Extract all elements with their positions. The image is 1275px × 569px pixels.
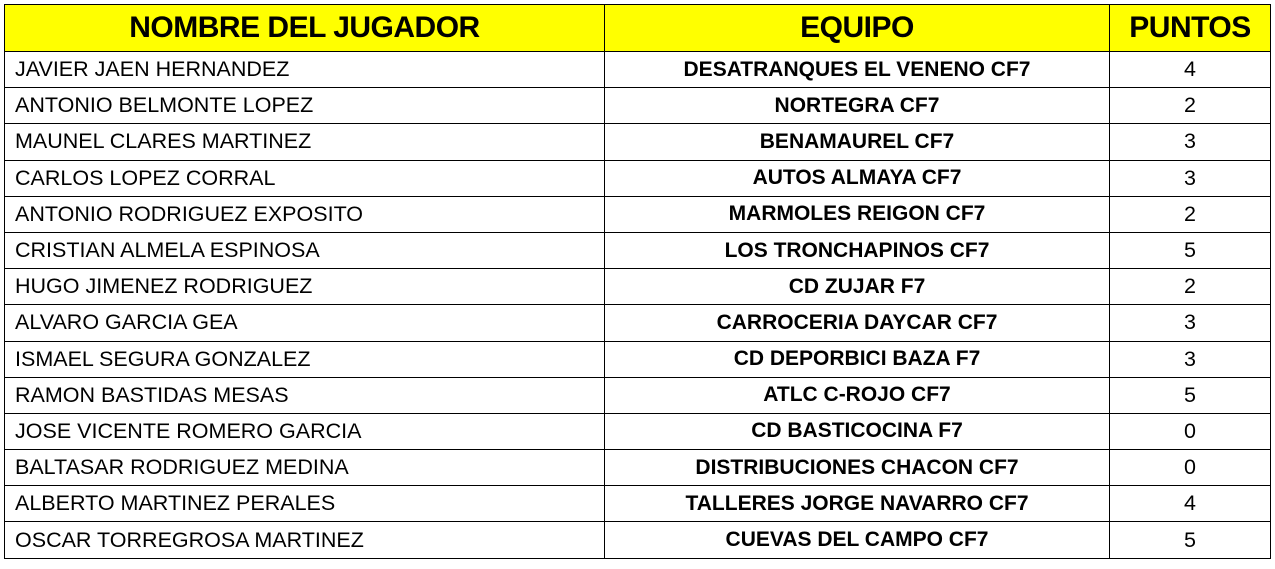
points-cell: 2 (1109, 268, 1271, 306)
table-row: HUGO JIMENEZ RODRIGUEZ CD ZUJAR F7 2 (4, 268, 1271, 306)
player-cell: ALVARO GARCIA GEA (4, 304, 605, 342)
header-points: PUNTOS (1109, 4, 1271, 52)
team-cell: MARMOLES REIGON CF7 (604, 195, 1110, 233)
team-cell: CD DEPORBICI BAZA F7 (604, 340, 1110, 378)
table-row: ALBERTO MARTINEZ PERALES TALLERES JORGE N… (4, 485, 1271, 523)
team-cell: ATLC C-ROJO CF7 (604, 376, 1110, 414)
points-cell: 4 (1109, 485, 1271, 523)
table-row: BALTASAR RODRIGUEZ MEDINA DISTRIBUCIONES … (4, 449, 1271, 487)
player-cell: JAVIER JAEN HERNANDEZ (4, 50, 605, 89)
team-cell: DESATRANQUES EL VENENO CF7 (604, 50, 1110, 89)
player-cell: OSCAR TORREGROSA MARTINEZ (4, 521, 605, 559)
points-cell: 3 (1109, 123, 1271, 161)
scorers-table: NOMBRE DEL JUGADOR EQUIPO PUNTOS JAVIER … (4, 4, 1271, 559)
points-cell: 0 (1109, 412, 1271, 451)
points-cell: 3 (1109, 304, 1271, 342)
points-cell: 5 (1109, 231, 1271, 270)
team-cell: AUTOS ALMAYA CF7 (604, 159, 1110, 197)
player-cell: ALBERTO MARTINEZ PERALES (4, 485, 605, 523)
table-row: JAVIER JAEN HERNANDEZ DESATRANQUES EL VEN… (4, 50, 1271, 89)
player-cell: ANTONIO BELMONTE LOPEZ (4, 87, 605, 125)
team-cell: TALLERES JORGE NAVARRO CF7 (604, 485, 1110, 523)
player-cell: JOSE VICENTE ROMERO GARCIA (4, 412, 605, 451)
header-player: NOMBRE DEL JUGADOR (4, 4, 605, 52)
team-cell: CARROCERIA DAYCAR CF7 (604, 304, 1110, 342)
player-cell: MAUNEL CLARES MARTINEZ (4, 123, 605, 161)
player-cell: RAMON BASTIDAS MESAS (4, 376, 605, 414)
table-row: ALVARO GARCIA GEA CARROCERIA DAYCAR CF7 3 (4, 304, 1271, 342)
header-team: EQUIPO (604, 4, 1110, 52)
points-cell: 4 (1109, 50, 1271, 89)
points-cell: 2 (1109, 195, 1271, 233)
table-row: ANTONIO RODRIGUEZ EXPOSITO MARMOLES REIGO… (4, 195, 1271, 233)
player-cell: CRISTIAN ALMELA ESPINOSA (4, 231, 605, 270)
table-row: OSCAR TORREGROSA MARTINEZ CUEVAS DEL CAMP… (4, 521, 1271, 559)
points-cell: 3 (1109, 159, 1271, 197)
player-cell: CARLOS LOPEZ CORRAL (4, 159, 605, 197)
points-cell: 2 (1109, 87, 1271, 125)
team-cell: CD BASTICOCINA F7 (604, 412, 1110, 451)
team-cell: BENAMAUREL CF7 (604, 123, 1110, 161)
table-row: ANTONIO BELMONTE LOPEZ NORTEGRA CF7 2 (4, 87, 1271, 125)
team-cell: NORTEGRA CF7 (604, 87, 1110, 125)
team-cell: LOS TRONCHAPINOS CF7 (604, 231, 1110, 270)
team-cell: DISTRIBUCIONES CHACON CF7 (604, 449, 1110, 487)
team-cell: CUEVAS DEL CAMPO CF7 (604, 521, 1110, 559)
points-cell: 5 (1109, 521, 1271, 559)
points-cell: 5 (1109, 376, 1271, 414)
player-cell: HUGO JIMENEZ RODRIGUEZ (4, 268, 605, 306)
player-cell: ANTONIO RODRIGUEZ EXPOSITO (4, 195, 605, 233)
team-cell: CD ZUJAR F7 (604, 268, 1110, 306)
table-row: CRISTIAN ALMELA ESPINOSA LOS TRONCHAPINOS… (4, 231, 1271, 270)
table-row: JOSE VICENTE ROMERO GARCIA CD BASTICOCINA… (4, 412, 1271, 451)
table-row: RAMON BASTIDAS MESAS ATLC C-ROJO CF7 5 (4, 376, 1271, 414)
header-row: NOMBRE DEL JUGADOR EQUIPO PUNTOS (4, 4, 1271, 52)
table-row: MAUNEL CLARES MARTINEZ BENAMAUREL CF7 3 (4, 123, 1271, 161)
points-cell: 0 (1109, 449, 1271, 487)
player-cell: ISMAEL SEGURA GONZALEZ (4, 340, 605, 378)
table-row: ISMAEL SEGURA GONZALEZ CD DEPORBICI BAZA … (4, 340, 1271, 378)
player-cell: BALTASAR RODRIGUEZ MEDINA (4, 449, 605, 487)
table-row: CARLOS LOPEZ CORRAL AUTOS ALMAYA CF7 3 (4, 159, 1271, 197)
points-cell: 3 (1109, 340, 1271, 378)
